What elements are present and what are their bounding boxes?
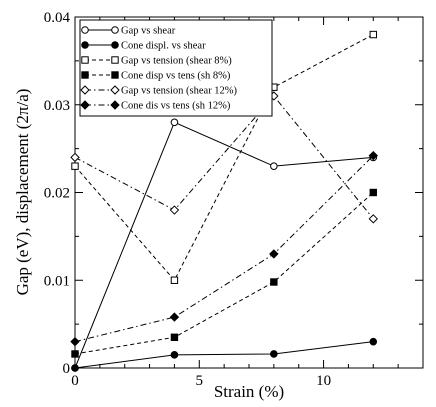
legend-entry: Gap vs tension (shear 12%) [80,85,238,97]
data-point [368,214,378,224]
legend-entry: Cone displ. vs shear [81,41,206,52]
legend-entry: Gap vs shear [81,26,176,37]
series-3 [71,188,377,358]
legend-marker [111,56,119,64]
data-point [70,336,80,347]
data-point [369,30,377,39]
series-5 [70,150,378,347]
data-point [270,162,278,170]
series-0 [71,118,378,372]
data-point [170,333,179,341]
legend-label: Gap vs tension (shear 12%) [121,86,238,97]
data-point [70,152,80,163]
x-tick-label: 5 [196,373,204,389]
data-point [368,150,378,161]
legend-label: Gap vs tension (shear 8%) [121,56,232,67]
legend-label: Cone disp vs tens (sh 8%) [121,71,231,82]
data-point [269,249,279,259]
y-tick-label: 0.03 [44,98,70,114]
data-point [71,350,79,358]
data-point [369,188,377,197]
legend-marker [111,41,119,49]
legend-marker [110,85,120,95]
data-point [170,118,179,127]
data-point [169,205,180,215]
data-point [369,337,378,346]
legend-label: Cone dis vs tens (sh 12%) [121,101,231,112]
series-line [74,34,374,282]
legend-marker [80,100,90,110]
y-tick-label: 0.04 [44,10,71,26]
data-point [170,276,179,284]
tick-labels: 0 5 10 0 0.01 0.02 0.03 0.04 [44,10,331,389]
series-line [74,121,374,369]
series-1 [71,337,378,372]
series-line [74,95,374,220]
legend-entry: Gap vs tension (shear 8%) [81,56,232,67]
series-line [74,192,374,355]
x-axis-label: Strain (%) [214,382,284,401]
y-tick-label: 0.01 [44,273,70,289]
x-tick-label: 10 [316,373,331,389]
data-point [71,162,79,170]
y-tick-label: 0.02 [44,186,70,202]
data-point [270,350,278,358]
legend-marker [111,71,119,79]
legend-marker [81,56,89,64]
legend-marker [111,26,119,34]
x-tick-label: 0 [71,373,79,389]
legend-marker [81,71,89,79]
legend: Gap vs shear Cone displ. vs shear Gap vs t… [79,19,273,117]
legend-marker [80,85,90,95]
legend-label: Gap vs shear [121,26,176,37]
legend-entry: Cone dis vs tens (sh 12%) [80,100,231,112]
legend-box [79,19,273,117]
y-tick-label: 0 [63,361,71,377]
data-point [169,312,180,322]
series-layer [70,30,378,372]
y-axis-label: Gap (eV), displacement (2π/a) [13,89,32,296]
series-line [74,341,374,369]
legend-entry: Cone disp vs tens (sh 8%) [81,71,231,82]
legend-label: Cone displ. vs shear [121,41,206,52]
legend-marker [81,41,89,49]
data-point [170,351,179,359]
legend-marker [81,26,89,34]
legend-marker [110,100,120,110]
data-point [270,278,278,286]
data-point [71,364,79,372]
series-2 [71,30,377,284]
